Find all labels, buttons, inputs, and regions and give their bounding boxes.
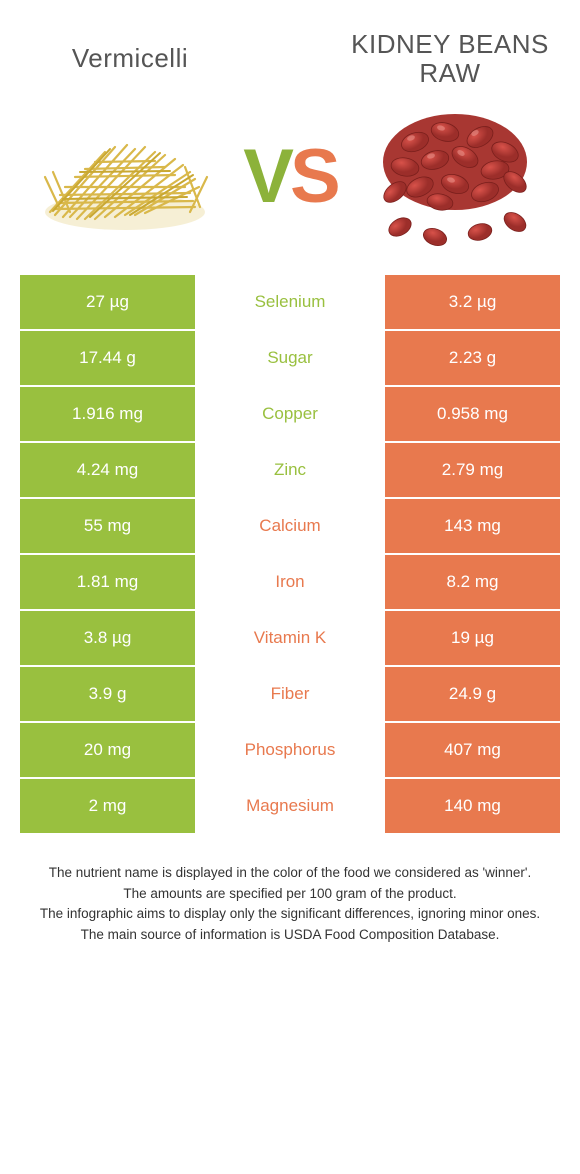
left-value-cell: 2 mg (20, 779, 195, 833)
footer-line: The amounts are specified per 100 gram o… (20, 884, 560, 904)
kidney-beans-icon (365, 102, 545, 252)
nutrient-name-cell: Iron (195, 555, 385, 609)
left-value-cell: 4.24 mg (20, 443, 195, 497)
vermicelli-image (30, 97, 220, 257)
images-row: VS (0, 97, 580, 275)
header: Vermicelli KIDNEY BEANS RAW (0, 0, 580, 97)
left-value-cell: 27 µg (20, 275, 195, 329)
left-value-cell: 20 mg (20, 723, 195, 777)
nutrient-name-cell: Copper (195, 387, 385, 441)
table-row: 3.9 gFiber24.9 g (20, 667, 560, 721)
kidney-beans-image (360, 97, 550, 257)
right-value-cell: 24.9 g (385, 667, 560, 721)
nutrient-name-cell: Fiber (195, 667, 385, 721)
nutrient-name-cell: Selenium (195, 275, 385, 329)
table-row: 3.8 µgVitamin K19 µg (20, 611, 560, 665)
right-value-cell: 140 mg (385, 779, 560, 833)
nutrient-name-cell: Zinc (195, 443, 385, 497)
left-value-cell: 1.916 mg (20, 387, 195, 441)
left-food-title: Vermicelli (30, 43, 230, 74)
table-row: 1.916 mgCopper0.958 mg (20, 387, 560, 441)
right-value-cell: 2.79 mg (385, 443, 560, 497)
table-row: 2 mgMagnesium140 mg (20, 779, 560, 833)
right-food-title: KIDNEY BEANS RAW (350, 30, 550, 87)
nutrient-name-cell: Magnesium (195, 779, 385, 833)
nutrient-name-cell: Phosphorus (195, 723, 385, 777)
footer-line: The main source of information is USDA F… (20, 925, 560, 945)
right-value-cell: 143 mg (385, 499, 560, 553)
nutrient-name-cell: Sugar (195, 331, 385, 385)
right-value-cell: 8.2 mg (385, 555, 560, 609)
table-row: 20 mgPhosphorus407 mg (20, 723, 560, 777)
footer-line: The nutrient name is displayed in the co… (20, 863, 560, 883)
right-value-cell: 0.958 mg (385, 387, 560, 441)
left-value-cell: 3.9 g (20, 667, 195, 721)
right-value-cell: 3.2 µg (385, 275, 560, 329)
vs-v: V (243, 134, 290, 219)
table-row: 27 µgSelenium3.2 µg (20, 275, 560, 329)
left-value-cell: 1.81 mg (20, 555, 195, 609)
vs-s: S (290, 134, 337, 219)
right-value-cell: 407 mg (385, 723, 560, 777)
footer-notes: The nutrient name is displayed in the co… (20, 863, 560, 944)
table-row: 17.44 gSugar2.23 g (20, 331, 560, 385)
nutrient-name-cell: Calcium (195, 499, 385, 553)
nutrient-name-cell: Vitamin K (195, 611, 385, 665)
table-row: 55 mgCalcium143 mg (20, 499, 560, 553)
table-row: 1.81 mgIron8.2 mg (20, 555, 560, 609)
vermicelli-icon (35, 117, 215, 237)
right-value-cell: 19 µg (385, 611, 560, 665)
right-value-cell: 2.23 g (385, 331, 560, 385)
nutrient-comparison-table: 27 µgSelenium3.2 µg17.44 gSugar2.23 g1.9… (20, 275, 560, 833)
table-row: 4.24 mgZinc2.79 mg (20, 443, 560, 497)
left-value-cell: 3.8 µg (20, 611, 195, 665)
left-value-cell: 17.44 g (20, 331, 195, 385)
vs-label: VS (243, 139, 336, 215)
footer-line: The infographic aims to display only the… (20, 904, 560, 924)
left-value-cell: 55 mg (20, 499, 195, 553)
